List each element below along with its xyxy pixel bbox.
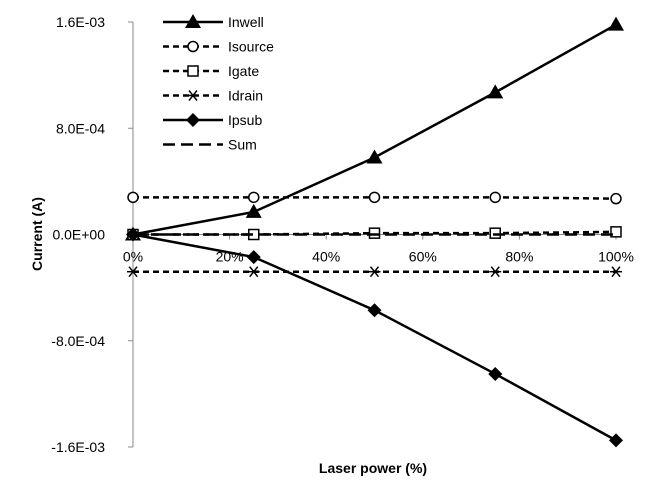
data-point-ipsub (488, 366, 503, 381)
legend-label: Igate (228, 63, 259, 79)
data-point-inwell (608, 16, 624, 31)
data-point-igate (610, 226, 622, 238)
x-tick-label: 100% (598, 249, 634, 265)
legend-marker (187, 65, 199, 77)
series-isource (127, 191, 622, 205)
legend-marker (187, 40, 199, 53)
x-tick-label: 80% (505, 249, 533, 265)
data-point-inwell (487, 84, 504, 99)
legend-item-igate: Igate (163, 63, 259, 79)
data-point-igate (368, 227, 381, 239)
data-point-inwell (366, 149, 383, 164)
series-ipsub (126, 227, 623, 448)
legend-marker (185, 14, 201, 28)
legend-item-ipsub: Ipsub (163, 112, 262, 128)
data-point-idrain (610, 266, 622, 278)
y-axis-title: Current (A) (29, 197, 45, 271)
legend-marker (186, 113, 200, 127)
x-tick-label: 0% (123, 249, 143, 265)
data-point-ipsub (609, 433, 623, 448)
legend-label: Idrain (228, 88, 263, 104)
series-idrain (127, 266, 622, 278)
y-tick-label: 0.0E+00 (52, 227, 105, 243)
data-point-ipsub (367, 303, 382, 318)
legend-item-isource: Isource (163, 39, 274, 55)
x-tick-label: 40% (312, 249, 340, 265)
data-point-idrain (368, 266, 381, 278)
legend: Inwell Isource Igate Idrain Ipsub Sum (163, 14, 274, 153)
legend-label: Sum (228, 137, 257, 153)
data-point-inwell (245, 203, 262, 218)
data-point-isource (127, 191, 139, 204)
x-tick-label: 60% (409, 249, 437, 265)
data-point-idrain (247, 266, 260, 278)
legend-label: Ipsub (228, 112, 262, 128)
y-tick-label: -1.6E-03 (51, 439, 105, 455)
legend-label: Inwell (228, 14, 264, 30)
legend-item-sum: Sum (163, 137, 257, 153)
y-tick-label: 1.6E-03 (56, 14, 105, 30)
data-point-ipsub (246, 250, 261, 265)
y-tick-label: 8.0E-04 (56, 120, 105, 136)
y-axis-ticks: -1.6E-03 -8.0E-04 0.0E+00 8.0E-04 1.6E-03 (51, 14, 133, 455)
data-point-igate (489, 227, 501, 239)
data-point-isource (368, 191, 381, 204)
data-point-isource (610, 192, 622, 205)
data-point-idrain (127, 266, 139, 278)
legend-label: Isource (228, 39, 274, 55)
data-point-idrain (489, 266, 502, 278)
data-point-isource (489, 191, 501, 204)
y-tick-label: -8.0E-04 (51, 333, 105, 349)
legend-item-inwell: Inwell (163, 14, 264, 30)
x-axis-title: Laser power (%) (319, 460, 427, 476)
legend-marker (187, 90, 199, 101)
series-inwell (125, 16, 624, 241)
legend-item-idrain: Idrain (163, 88, 263, 104)
plot-series (125, 16, 624, 448)
data-point-isource (248, 191, 260, 204)
x-axis-ticks: 0% 20% 40% 60% 80% 100% (123, 234, 634, 265)
